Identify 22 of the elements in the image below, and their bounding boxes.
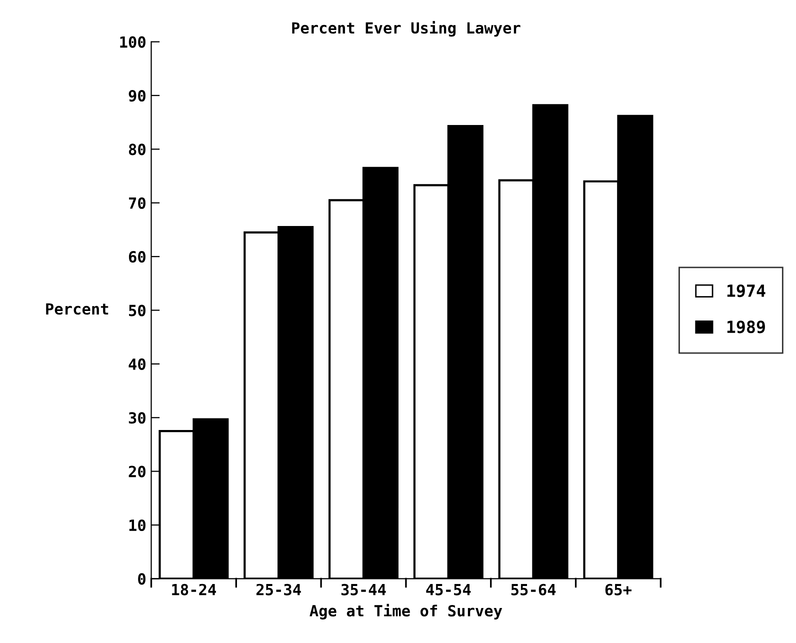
y-tick-label: 80 [128, 144, 146, 156]
y-tick-label: 60 [128, 251, 146, 263]
x-tick-label: 45-54 [426, 584, 471, 596]
x-tick-label: 18-24 [172, 584, 216, 596]
x-tick-label: 25-34 [256, 584, 301, 596]
x-tick-label: 65+ [605, 584, 632, 596]
y-tick-label: 90 [128, 90, 146, 102]
y-tick-label: 30 [128, 412, 146, 424]
y-axis-title: Percent [46, 303, 108, 315]
y-tick-label: 40 [128, 358, 146, 370]
y-tick-label: 10 [129, 519, 146, 532]
y-tick-label: 50 [129, 304, 146, 316]
legend-label: 1989 [727, 320, 765, 334]
x-axis-title: Age at Time of Survey [310, 604, 502, 620]
y-tick-label: 100 [120, 36, 146, 48]
chart-title: Percent Ever Using Lawyer [292, 21, 520, 37]
x-tick-label: 35-44 [341, 584, 386, 596]
legend-label: 1974 [727, 284, 766, 298]
x-tick-label: 55-64 [511, 584, 556, 596]
y-tick-label: 0 [138, 573, 146, 585]
y-tick-label: 20 [128, 466, 146, 478]
y-tick-label: 70 [128, 197, 146, 209]
